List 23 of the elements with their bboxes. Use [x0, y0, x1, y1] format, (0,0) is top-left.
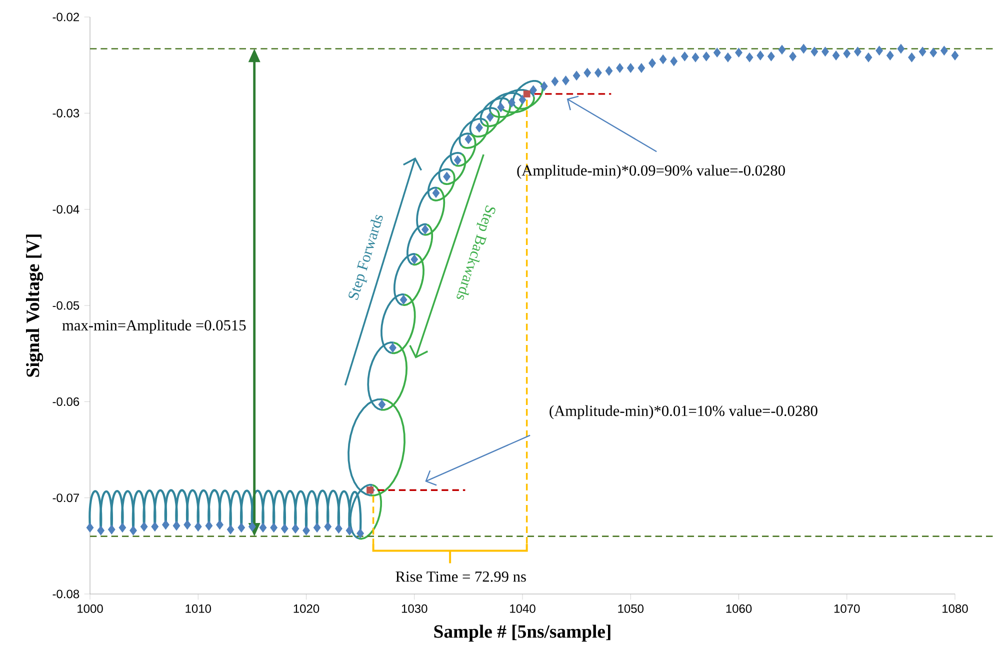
annotation: Rise Time = 72.99 ns [396, 572, 526, 582]
annotation: (Amplitude-min)*0.09=90% value=-0.0280 [517, 164, 785, 179]
annotation: max-min=Amplitude =0.0515 [62, 320, 246, 334]
annotation: (Amplitude-min)*0.01=10% value=-0.0280 [550, 405, 818, 420]
annotation: Step Forwards [348, 214, 383, 300]
x-tick-label: 1000 [78, 604, 103, 613]
y-tick-label: -0.08 [52, 590, 80, 598]
y-tick-label: -0.06 [52, 397, 80, 406]
x-tick-label: 1020 [294, 604, 320, 613]
y-tick-label: -0.04 [52, 205, 80, 214]
x-axis-title: Sample # [5ns/sample] [434, 624, 610, 642]
x-tick-label: 1040 [510, 604, 536, 613]
y-tick-label: -0.05 [52, 301, 80, 310]
x-tick-label: 1050 [618, 604, 644, 613]
x-tick-label: 1080 [942, 604, 968, 613]
x-tick-label: 1060 [726, 604, 752, 613]
y-tick-label: -0.03 [52, 108, 80, 118]
x-tick-label: 1010 [186, 604, 212, 613]
x-tick-label: 1030 [402, 604, 428, 613]
x-tick-label: 1070 [834, 604, 860, 613]
y-axis-title: Signal Voltage [V] [26, 234, 44, 377]
y-tick-label: -0.02 [52, 12, 79, 22]
y-tick-label: -0.07 [52, 494, 79, 502]
